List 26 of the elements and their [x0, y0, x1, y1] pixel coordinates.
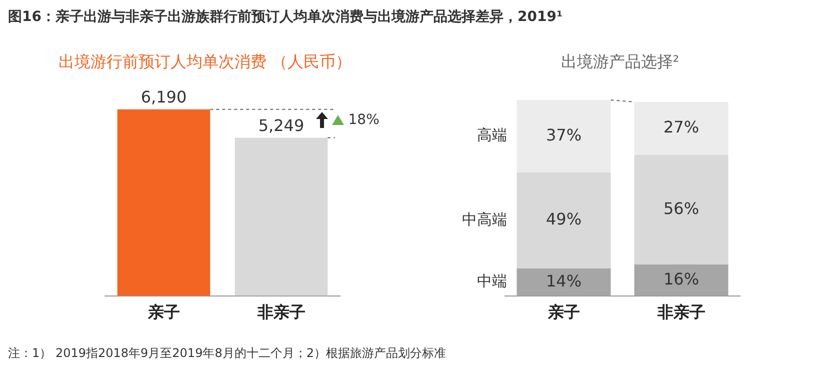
bar	[516, 100, 611, 172]
data-label: 27%	[663, 118, 700, 137]
series-label: 高端	[476, 126, 507, 144]
data-label: 37%	[546, 125, 582, 144]
x-tick-label: 非亲子	[256, 302, 306, 322]
data-label: 49%	[546, 210, 582, 229]
bar	[634, 264, 728, 296]
text: 18%	[348, 112, 380, 128]
series-label: 中端	[476, 272, 507, 290]
data-label: 6,190	[140, 88, 187, 107]
data-label: 5,249	[258, 116, 304, 135]
x-tick-label: 非亲子	[656, 302, 706, 322]
chart-title: 出境游产品选择²	[560, 52, 680, 73]
chart-title: 图16：亲子出游与非亲子出游族群行前预订人均单次消费与出境游产品选择差异，2019¹	[8, 8, 563, 26]
bar	[516, 268, 611, 296]
data-label: 16%	[663, 269, 700, 288]
data-label: 56%	[663, 198, 700, 218]
series-label: 中高端	[462, 210, 507, 228]
bar	[516, 172, 611, 268]
x-tick-label: 亲子	[546, 302, 580, 322]
x-tick-label: 亲子	[146, 302, 180, 322]
text: 注：1） 2019指2018年9月至2019年8月的十二个月；2）根据旅游产品划分标准	[8, 345, 446, 362]
chart-subtitle: 出境游行前预订人均单次消费 （人民币）	[57, 52, 353, 73]
bar	[634, 102, 728, 155]
bar	[634, 154, 728, 264]
data-label: 14%	[546, 271, 582, 290]
